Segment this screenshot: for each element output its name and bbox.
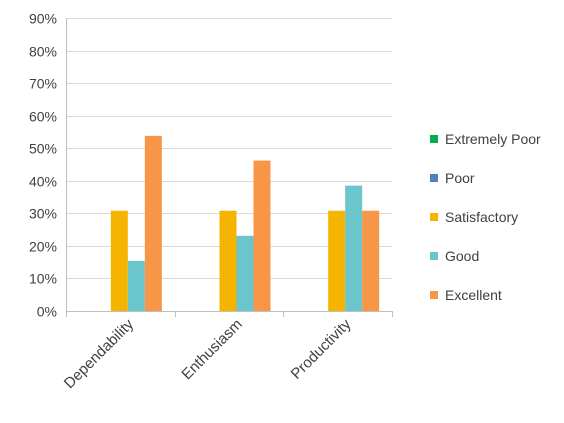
- y-tick-label: 70%: [29, 76, 57, 92]
- bar-good-productivity: [345, 185, 363, 311]
- bar-satisfactory-productivity: [328, 210, 346, 311]
- legend-label: Excellent: [445, 287, 502, 303]
- legend-label: Extremely Poor: [445, 131, 541, 147]
- legend-swatch-excellent: [430, 291, 438, 299]
- x-category-label: Dependability: [61, 315, 138, 392]
- bar-satisfactory-dependability: [110, 210, 128, 311]
- category-labels: Dependability Enthusiasm Productivity: [61, 315, 355, 392]
- y-tick-label: 60%: [29, 109, 57, 125]
- y-tick-label: 0%: [37, 304, 57, 320]
- y-tick-label: 80%: [29, 44, 57, 60]
- y-tick-label: 90%: [29, 11, 57, 27]
- bar-excellent-dependability: [144, 135, 162, 311]
- y-tick-label: 40%: [29, 174, 57, 190]
- bar-excellent-productivity: [362, 210, 380, 311]
- y-tick-label: 50%: [29, 141, 57, 157]
- legend-label: Good: [445, 248, 479, 264]
- y-axis-tick-labels: 0% 10% 20% 30% 40% 50% 60% 70% 80% 90%: [29, 11, 57, 320]
- legend-swatch-extremely-poor: [430, 135, 438, 143]
- legend: Extremely Poor Poor Satisfactory Good Excell…: [430, 131, 541, 303]
- legend-swatch-good: [430, 252, 438, 260]
- legend-swatch-satisfactory: [430, 213, 438, 221]
- y-tick-label: 10%: [29, 271, 57, 287]
- axes: [66, 18, 393, 317]
- legend-label: Poor: [445, 170, 475, 186]
- legend-label: Satisfactory: [445, 209, 518, 225]
- x-category-label: Productivity: [288, 315, 355, 382]
- legend-swatch-poor: [430, 174, 438, 182]
- x-category-label: Enthusiasm: [178, 316, 245, 383]
- bars: [110, 135, 380, 311]
- bar-good-enthusiasm: [236, 235, 254, 311]
- y-tick-label: 30%: [29, 206, 57, 222]
- y-tick-label: 20%: [29, 239, 57, 255]
- bar-satisfactory-enthusiasm: [219, 210, 237, 311]
- bar-good-dependability: [127, 260, 145, 311]
- bar-excellent-enthusiasm: [253, 160, 271, 311]
